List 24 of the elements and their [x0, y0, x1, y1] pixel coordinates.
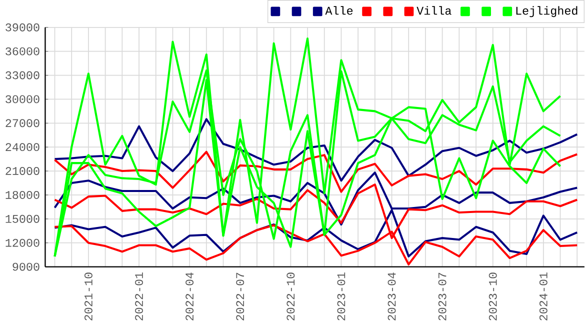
y-tick-label: 36000 — [6, 47, 40, 56]
x-tick-label: 2023-07 — [438, 272, 446, 320]
x-tick-label: 2022-10 — [286, 272, 295, 320]
x-tick-label: 2023-04 — [388, 272, 396, 320]
y-tick-label: 15000 — [6, 214, 40, 223]
x-tick-label: 2022-07 — [236, 272, 244, 320]
y-tick-label: 39000 — [6, 23, 40, 32]
y-tick-label: 30000 — [6, 95, 40, 104]
y-tick-label: 24000 — [6, 143, 40, 152]
legend-label: Lejlighed — [516, 6, 578, 18]
legend-label: Villa — [416, 6, 452, 15]
y-tick-label: 21000 — [6, 167, 40, 175]
y-tick-label: 27000 — [6, 119, 40, 128]
x-tick-label: 2023-01 — [337, 272, 346, 320]
x-tick-label: 2022-04 — [186, 272, 194, 320]
x-tick-label: 2023-10 — [488, 272, 497, 320]
x-tick-label: 2022-01 — [135, 272, 143, 320]
x-tick-label: 2021-10 — [84, 272, 92, 320]
legend-label: Alle — [325, 6, 353, 15]
y-tick-label: 33000 — [6, 71, 40, 80]
y-tick-label: 9000 — [12, 262, 40, 271]
y-tick-label: 12000 — [6, 238, 40, 247]
y-tick-label: 18000 — [6, 190, 40, 199]
x-tick-label: 2024-01 — [539, 272, 548, 320]
